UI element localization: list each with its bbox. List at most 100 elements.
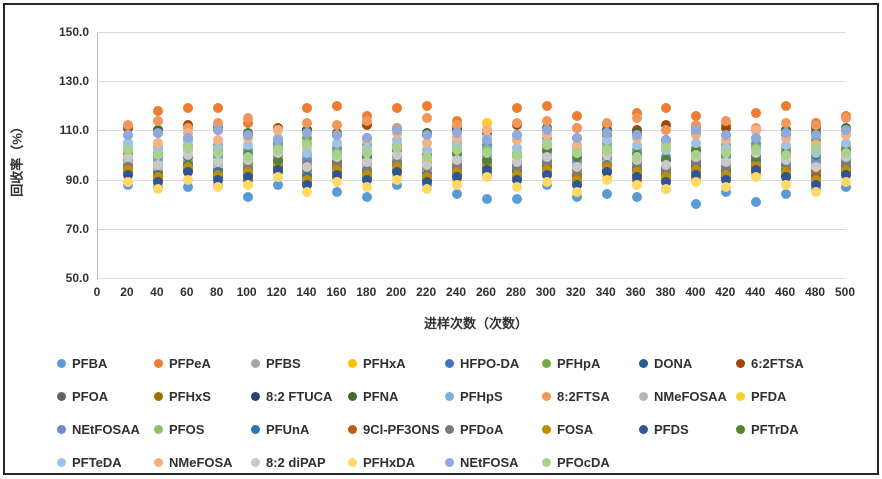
data-point — [661, 184, 672, 195]
data-point — [541, 140, 552, 151]
legend-item: PFHxDA — [348, 455, 445, 470]
data-point — [122, 152, 133, 163]
data-point — [452, 189, 463, 200]
y-tick-label: 90.0 — [65, 172, 89, 187]
legend-label: PFUnA — [266, 422, 310, 437]
x-tick-label: 240 — [446, 285, 467, 299]
data-point — [541, 145, 552, 156]
data-point — [781, 100, 792, 111]
legend-label: PFOS — [169, 422, 205, 437]
data-point — [422, 145, 433, 156]
data-point — [212, 125, 223, 136]
legend-marker-icon — [542, 425, 551, 434]
data-point — [272, 125, 283, 136]
legend-item: PFBA — [57, 356, 154, 371]
data-point — [152, 184, 163, 195]
data-point — [601, 118, 612, 129]
data-point — [242, 140, 253, 151]
data-point — [511, 142, 522, 153]
legend-label: NEtFOSAA — [72, 422, 140, 437]
legend: PFBA PFPeA PFBS PFHxA HFPO-DA PFHpA DONA 6:2FTS… — [57, 347, 857, 479]
data-point — [242, 172, 253, 183]
legend-label: PFDS — [654, 422, 689, 437]
data-point — [332, 177, 343, 188]
data-point — [781, 127, 792, 138]
legend-item: NEtFOSA — [445, 455, 542, 470]
data-point — [481, 147, 492, 158]
data-point — [691, 125, 702, 136]
legend-marker-icon — [348, 425, 357, 434]
data-point — [332, 137, 343, 148]
data-point — [631, 130, 642, 141]
data-point — [392, 142, 403, 153]
data-point — [242, 179, 253, 190]
data-point — [571, 110, 582, 121]
legend-item: PFOA — [57, 389, 154, 404]
y-tick-label: 110.0 — [59, 123, 89, 138]
data-point — [212, 135, 223, 146]
legend-label: PFHxS — [169, 389, 211, 404]
legend-item: FOSA — [542, 422, 639, 437]
legend-item: PFBS — [251, 356, 348, 371]
data-point — [422, 177, 433, 188]
legend-item: PFDoA — [445, 422, 542, 437]
legend-item: NMeFOSAA — [639, 389, 736, 404]
legend-marker-icon — [542, 458, 551, 467]
legend-label: NMeFOSAA — [654, 389, 727, 404]
legend-marker-icon — [154, 359, 163, 368]
legend-item: DONA — [639, 356, 736, 371]
data-point — [691, 137, 702, 148]
data-point — [272, 164, 283, 175]
data-point — [452, 154, 463, 165]
x-axis-title: 进样次数（次数） — [423, 316, 528, 331]
legend-item: 9Cl-PF3ONS — [348, 422, 445, 437]
data-point — [691, 110, 702, 121]
data-point — [601, 174, 612, 185]
legend-label: PFBA — [72, 356, 108, 371]
data-point — [452, 145, 463, 156]
legend-row: PFTeDA NMeFOSA 8:2 diPAP PFHxDA NEtFOSA PFOcD… — [57, 446, 857, 479]
data-point — [661, 103, 672, 114]
data-point — [841, 113, 851, 124]
data-point — [781, 179, 792, 190]
data-point — [841, 177, 851, 188]
x-tick-label: 0 — [93, 285, 101, 299]
plot-area — [97, 32, 851, 279]
legend-item: NEtFOSAA — [57, 422, 154, 437]
data-point — [212, 147, 223, 158]
data-point — [302, 147, 313, 158]
data-point — [212, 174, 223, 185]
legend-label: PFPeA — [169, 356, 211, 371]
legend-label: NEtFOSA — [460, 455, 519, 470]
legend-item: PFHpS — [445, 389, 542, 404]
x-tick-label: 200 — [386, 285, 407, 299]
legend-marker-icon — [445, 392, 454, 401]
data-point — [392, 103, 403, 114]
gridline — [98, 32, 846, 33]
x-tick-label: 140 — [296, 285, 317, 299]
data-point — [242, 130, 253, 141]
data-point — [661, 159, 672, 170]
data-point — [182, 181, 193, 192]
legend-item: 8:2 diPAP — [251, 455, 348, 470]
data-point — [392, 125, 403, 136]
data-point — [571, 186, 582, 197]
data-point — [571, 122, 582, 133]
data-point — [362, 115, 373, 126]
x-tick-label: 460 — [775, 285, 796, 299]
x-tick-label: 360 — [625, 285, 646, 299]
data-point — [841, 157, 851, 168]
data-point — [511, 135, 522, 146]
x-tick-label: 60 — [180, 285, 194, 299]
data-point — [302, 140, 313, 151]
data-point — [122, 137, 133, 148]
data-point — [362, 132, 373, 143]
legend-item: PFTrDA — [736, 422, 833, 437]
legend-marker-icon — [251, 359, 260, 368]
data-point — [541, 169, 552, 180]
data-point — [481, 154, 492, 165]
legend-marker-icon — [348, 458, 357, 467]
data-point — [841, 130, 851, 141]
data-point — [422, 113, 433, 124]
x-tick-label: 420 — [715, 285, 736, 299]
